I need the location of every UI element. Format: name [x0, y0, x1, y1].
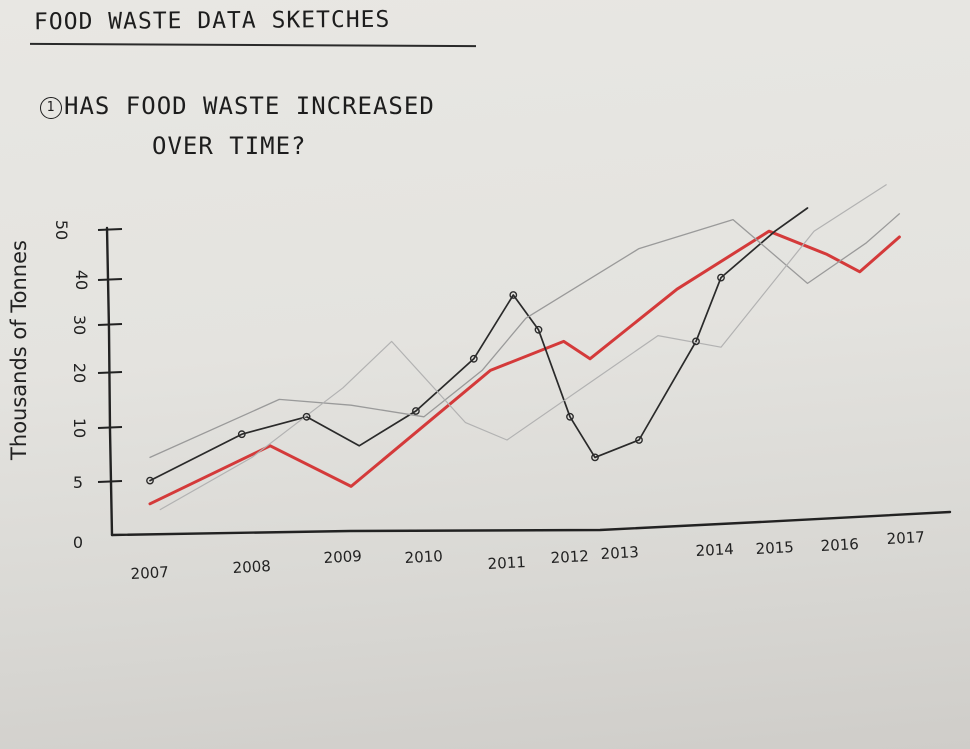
y-tick-mark-20 [97, 371, 123, 374]
data-point-12 [717, 273, 725, 282]
y-tick-label-10: 10 [70, 418, 89, 438]
y-tick-mark-30 [97, 323, 123, 326]
y-tick-mark-10 [97, 426, 123, 429]
x-axis-line [110, 510, 952, 537]
series-lines [148, 184, 901, 511]
data-point-7 [534, 325, 543, 334]
x-tick-label-2012: 2012 [550, 547, 589, 567]
question-number: 1 [40, 97, 62, 119]
y-tick-label-5: 5 [73, 473, 83, 492]
y-tick-label-20: 20 [70, 363, 89, 383]
x-tick-label-2014: 2014 [695, 540, 734, 560]
x-tick-label-2007: 2007 [130, 563, 169, 583]
series-line-4 [159, 184, 887, 511]
question-line-2: OVER TIME? [152, 132, 307, 160]
y-tick-mark-5 [97, 480, 123, 483]
tick-labels: 0 5 10 20 30 40 50 Thousands of Tonnes 2007 2008 2… [7, 220, 925, 583]
data-point-5 [469, 354, 478, 363]
series-line-3 [149, 213, 901, 459]
x-tick-label-2016: 2016 [820, 535, 859, 555]
y-tick-label-40: 40 [72, 270, 91, 290]
data-point-9 [591, 453, 599, 462]
y-tick-label-30: 30 [70, 315, 89, 335]
y-tick-label-50: 50 [52, 220, 71, 240]
y-tick-mark-40 [97, 278, 123, 281]
data-points [146, 273, 725, 485]
y-tick-label-0: 0 [73, 533, 83, 552]
y-axis-line [105, 226, 114, 537]
axes [97, 226, 952, 537]
data-point-1 [146, 476, 154, 485]
data-point-3 [302, 412, 311, 421]
series-line-1 [148, 229, 901, 506]
series-line-2 [149, 207, 809, 482]
data-point-6 [509, 291, 518, 299]
x-tick-label-2010: 2010 [404, 547, 443, 567]
data-point-8 [566, 412, 574, 421]
question-line-1: HAS FOOD WASTE INCREASED [64, 92, 435, 120]
question: 1 HAS FOOD WASTE INCREASED OVER TIME? [40, 86, 435, 166]
x-tick-label-2013: 2013 [600, 543, 639, 563]
data-point-10 [635, 436, 643, 444]
x-tick-label-2017: 2017 [886, 528, 925, 548]
x-tick-label-2011: 2011 [487, 553, 526, 573]
x-tick-label-2009: 2009 [323, 547, 362, 567]
data-point-4 [411, 407, 420, 415]
data-point-11 [692, 337, 700, 346]
y-axis-title: Thousands of Tonnes [7, 240, 31, 461]
data-point-2 [237, 430, 246, 439]
y-tick-mark-50 [97, 228, 123, 231]
x-tick-label-2015: 2015 [755, 538, 794, 558]
x-tick-label-2008: 2008 [232, 557, 271, 577]
